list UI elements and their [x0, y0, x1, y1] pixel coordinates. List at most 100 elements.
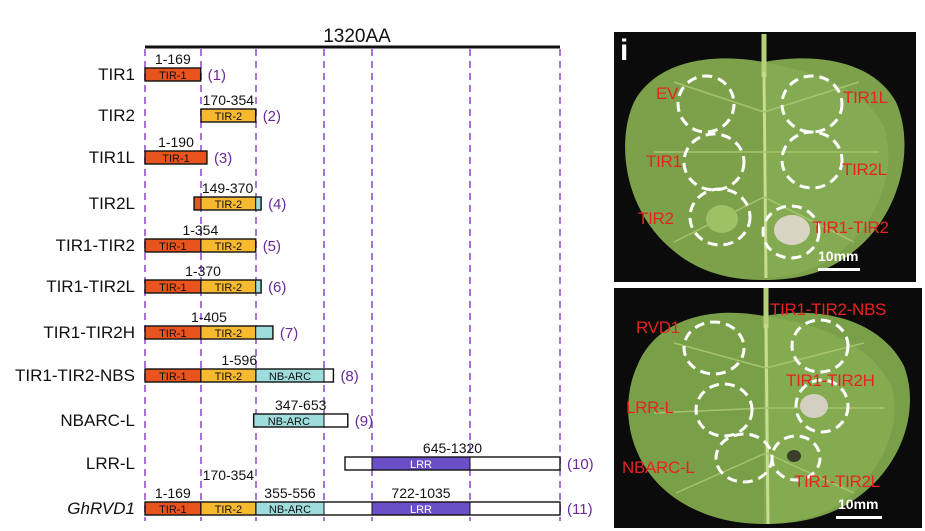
construct-name: TIR1-TIR2H: [43, 323, 135, 342]
construct-index: (1): [208, 67, 226, 84]
domain-diagram: 1320AA TIR1 TIR-1 1-169 (1) TIR2 TIR-2 170-354…: [15, 26, 594, 521]
leaf-label-tir1-tir2h: TIR1-TIR2H: [786, 371, 875, 390]
construct-index: (4): [268, 196, 286, 213]
range-label: 347-653: [275, 397, 327, 413]
domain-nbarc: [255, 196, 262, 211]
construct-index: (6): [268, 279, 286, 296]
leaf-label-nbarc-l: NBARC-L: [622, 458, 695, 477]
panel-letter-i: i: [620, 34, 629, 67]
leaf-photo-bottom: RVD1 TIR1-TIR2-NBS TIR1-TIR2H LRR-L NBAR…: [614, 288, 922, 528]
domain-label: NB-ARC: [269, 504, 311, 516]
domain-label: TIR-1: [159, 328, 187, 340]
domain-label: LRR: [410, 504, 432, 516]
scale-bar-bottom: [836, 516, 882, 519]
construct-row: TIR1 TIR-1 1-169 (1): [98, 51, 226, 84]
domain-blank: [323, 413, 349, 428]
construct-name: TIR1-TIR2L: [46, 277, 135, 296]
domain-label: TIR-2: [215, 504, 243, 516]
leaf-label-rvd1: RVD1: [636, 318, 680, 337]
construct-row: NBARC-L NB-ARC 347-653 (9): [60, 397, 373, 430]
scale-bar-top: [818, 268, 860, 271]
range-label: 1-169: [155, 51, 191, 67]
construct-outline: [193, 196, 262, 211]
construct-index: (7): [280, 325, 298, 342]
range-label: 1-405: [191, 309, 227, 325]
domain-blank: [469, 456, 561, 471]
construct-outline: [200, 108, 257, 123]
domain-label: TIR-1: [159, 241, 187, 253]
range-label: 1-354: [182, 222, 218, 238]
leaf-image-bottom: [628, 288, 910, 525]
domain-label: NB-ARC: [268, 416, 310, 428]
domain-label: TIR-2: [215, 111, 243, 123]
construct-outline: [252, 413, 349, 428]
construct-name: TIR1: [98, 65, 135, 84]
construct-name: TIR1-TIR2: [56, 236, 135, 255]
domain-label: NB-ARC: [269, 371, 311, 383]
leaf-label-tir1-tir2: TIR1-TIR2: [812, 218, 889, 237]
construct-outline: [144, 150, 208, 165]
scale-label-bottom: 10mm: [838, 496, 879, 512]
construct-outline: [144, 325, 274, 340]
construct-index: (5): [263, 238, 281, 255]
construct-index: (8): [340, 368, 358, 385]
guide-lines: [144, 49, 561, 521]
construct-outline: [344, 456, 561, 471]
construct-outline: [144, 368, 335, 383]
construct-outline: [144, 279, 262, 294]
construct-row: TIR1L TIR-1 1-190 (3): [89, 134, 233, 167]
domain-label: TIR-2: [215, 199, 243, 211]
domain-range-label: 170-354: [203, 467, 255, 483]
construct-index: (3): [214, 150, 232, 167]
leaf-label-tir1l: TIR1L: [843, 88, 888, 107]
range-label: 149-370: [202, 180, 254, 196]
construct-rows: TIR1 TIR-1 1-169 (1) TIR2 TIR-2 170-354 (2) TIR1…: [15, 51, 594, 518]
leaf-label-ev: EV: [656, 84, 679, 103]
domain-label: TIR-1: [159, 371, 187, 383]
construct-name: NBARC-L: [60, 411, 135, 430]
leaf-label-tir2: TIR2: [638, 209, 674, 228]
domain-range-label: 1-169: [155, 485, 191, 501]
construct-row: LRR-L LRR 645-1320 (10): [86, 440, 594, 473]
domain-label: TIR-2: [215, 282, 243, 294]
domain-range-label: 722-1035: [391, 485, 450, 501]
construct-name: GhRVD1: [67, 499, 135, 518]
construct-row: TIR1-TIR2-NBS TIR-1 TIR-2 NB-ARC 1-596 (8): [15, 352, 359, 385]
domain-nbarc: [255, 325, 274, 340]
range-label: 645-1320: [423, 440, 482, 456]
range-label: 1-596: [221, 352, 257, 368]
range-label: 170-354: [203, 92, 255, 108]
domain-label: TIR-1: [159, 70, 187, 82]
domain-blank: [323, 501, 373, 516]
construct-name: TIR2: [98, 106, 135, 125]
leaf-label-tir1-tir2-nbs: TIR1-TIR2-NBS: [770, 300, 887, 319]
leaf-label-lrr-l: LRR-L: [626, 398, 674, 417]
domain-label: TIR-2: [215, 328, 243, 340]
leaf-label-tir2l: TIR2L: [842, 160, 887, 179]
domain-blank: [323, 368, 334, 383]
leaf-image-top: [625, 34, 905, 280]
domain-blank: [344, 456, 373, 471]
construct-index: (11): [567, 501, 593, 518]
construct-row: TIR1-TIR2 TIR-1 TIR-2 1-354 (5): [56, 222, 281, 255]
domain-blank: [469, 501, 561, 516]
construct-row: GhRVD1 TIR-1 TIR-2 NB-ARC LRR 1-169 170-354 355…: [67, 467, 592, 518]
domain-label: TIR-1: [159, 282, 187, 294]
construct-index: (10): [567, 456, 594, 473]
construct-outline: [144, 501, 561, 516]
construct-row: TIR2 TIR-2 170-354 (2): [98, 92, 281, 125]
construct-outline: [144, 238, 257, 253]
domain-tir1: [193, 196, 202, 211]
domain-label: TIR-2: [215, 371, 243, 383]
range-label: 1-190: [158, 134, 194, 150]
construct-name: TIR1-TIR2-NBS: [15, 366, 135, 385]
domain-nbarc: [255, 279, 262, 294]
construct-name: LRR-L: [86, 454, 135, 473]
leaf-label-tir1-tir2l: TIR1-TIR2L: [794, 472, 880, 491]
domain-label: LRR: [410, 459, 432, 471]
length-label: 1320AA: [323, 26, 391, 47]
domain-label: TIR-2: [215, 241, 243, 253]
construct-name: TIR2L: [89, 194, 135, 213]
construct-outline: [144, 67, 202, 82]
construct-index: (2): [263, 108, 281, 125]
